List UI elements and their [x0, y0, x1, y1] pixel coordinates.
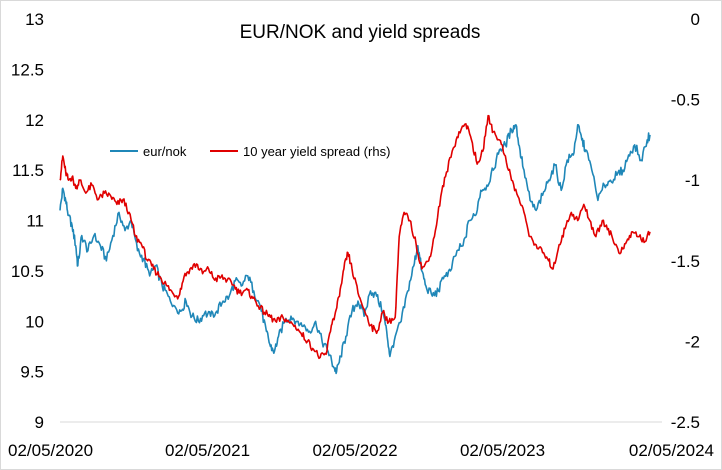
y-left-tick-label: 10.5 — [11, 262, 44, 281]
y-right-tick-label: -1 — [685, 171, 700, 190]
y-right-tick-label: -2 — [685, 332, 700, 351]
y-left-tick-label: 12.5 — [11, 60, 44, 79]
plot-series — [59, 114, 651, 375]
spread-series-line — [59, 114, 651, 360]
y-left-tick-label: 9 — [35, 413, 44, 432]
y-right-tick-label: 0 — [691, 10, 700, 29]
eurnok-series-line — [59, 124, 651, 375]
y-right-tick-label: -1.5 — [671, 252, 700, 271]
legend-label-spread: 10 year yield spread (rhs) — [243, 144, 390, 159]
y-left-tick-label: 11 — [26, 212, 44, 231]
x-tick-label: 02/05/2023 — [460, 441, 545, 460]
legend-label-eurnok: eur/nok — [143, 144, 187, 159]
y-axis-left: 9 9.5 10 10.5 11 11.5 12 12.5 13 — [11, 10, 44, 432]
y-left-tick-label: 9.5 — [20, 363, 44, 382]
y-left-tick-label: 13 — [25, 10, 44, 29]
legend: eur/nok 10 year yield spread (rhs) — [110, 144, 390, 159]
y-left-tick-label: 11.5 — [12, 161, 44, 180]
x-tick-label: 02/05/2021 — [165, 441, 250, 460]
y-right-tick-label: -0.5 — [671, 91, 700, 110]
y-left-tick-label: 10 — [25, 312, 44, 331]
chart-title: EUR/NOK and yield spreads — [240, 22, 481, 43]
x-tick-label: 02/05/2024 — [629, 441, 714, 460]
y-axis-right: -2.5 -2 -1.5 -1 -0.5 0 — [671, 10, 700, 432]
y-right-tick-label: -2.5 — [671, 413, 700, 432]
x-tick-label: 02/05/2022 — [312, 441, 397, 460]
y-left-tick-label: 12 — [25, 111, 44, 130]
x-tick-label: 02/05/2020 — [8, 441, 93, 460]
x-axis: 02/05/2020 02/05/2021 02/05/2022 02/05/2023… — [8, 441, 714, 460]
